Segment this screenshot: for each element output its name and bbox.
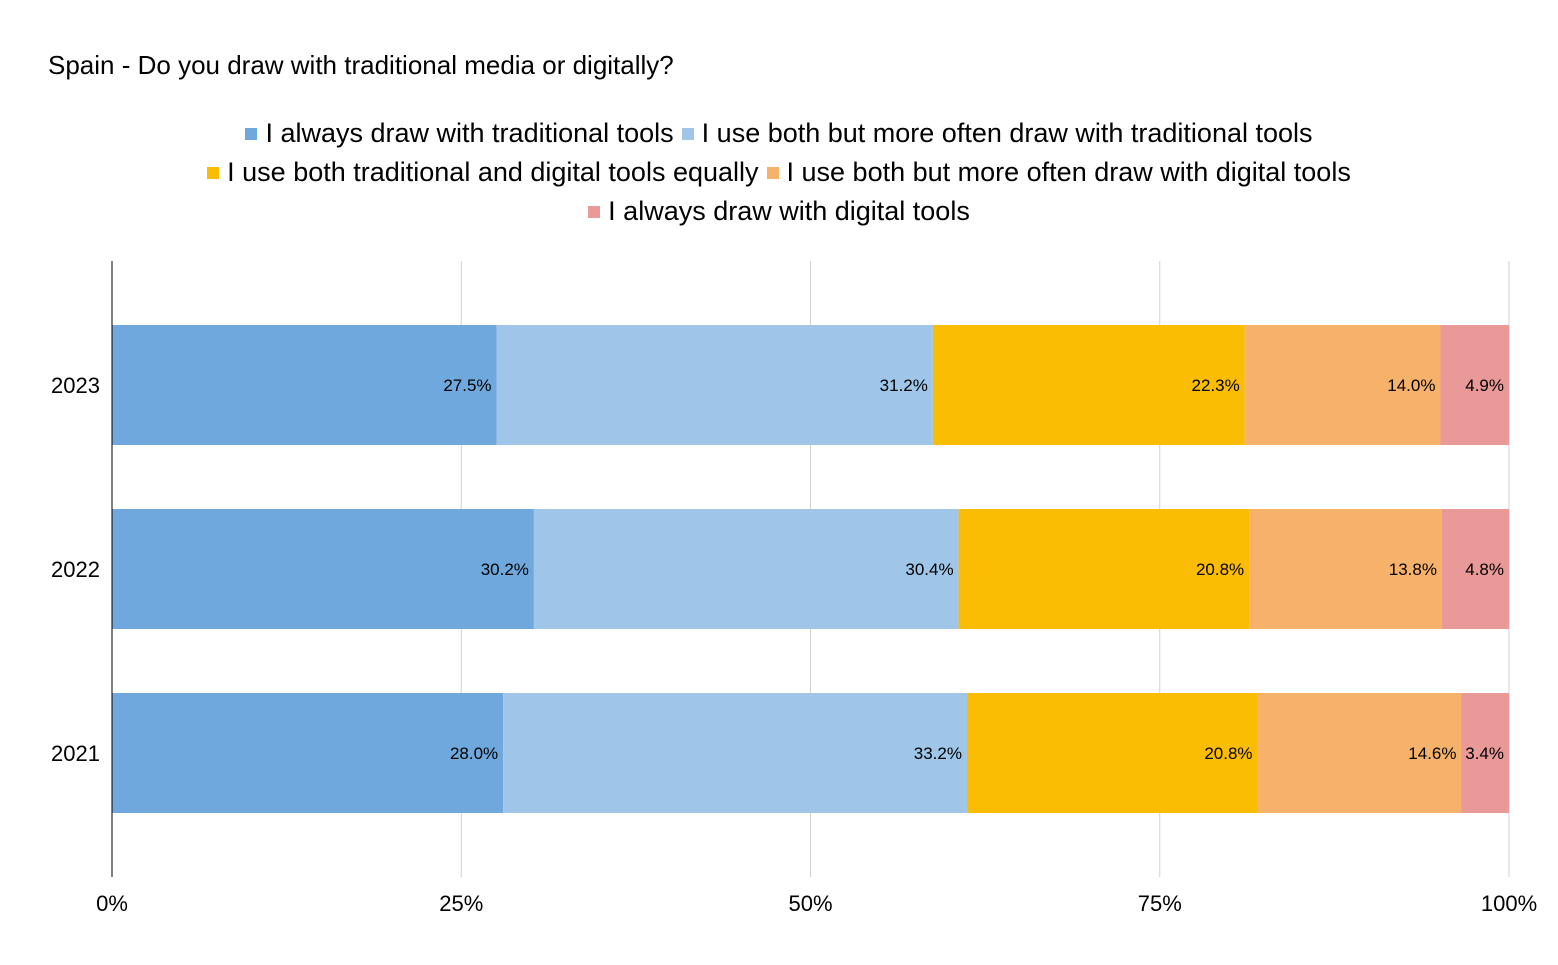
bar-segment: [1440, 325, 1509, 445]
legend-swatch: [681, 127, 694, 140]
bar-segment: [1441, 509, 1509, 629]
legend-item-more-traditional: I use both but more often draw with trad…: [681, 118, 1313, 149]
legend-label: I always draw with traditional tools: [265, 118, 674, 148]
legend-row-1: I always draw with traditional tools I u…: [0, 114, 1558, 153]
bar-segment: [112, 325, 497, 445]
data-label: 31.2%: [880, 376, 928, 395]
data-label: 33.2%: [914, 744, 962, 763]
legend-item-always-digital: I always draw with digital tools: [588, 196, 970, 227]
legend-row-3: I always draw with digital tools: [0, 192, 1558, 231]
bar-segment: [932, 325, 1245, 445]
data-label: 14.6%: [1408, 744, 1456, 763]
y-tick-label: 2023: [51, 373, 100, 398]
chart-legend: I always draw with traditional tools I u…: [0, 114, 1558, 231]
data-label: 30.4%: [905, 560, 953, 579]
bar-segment: [966, 693, 1258, 813]
bar-segment: [496, 325, 933, 445]
legend-item-more-digital: I use both but more often draw with digi…: [766, 157, 1351, 188]
bar-segment: [958, 509, 1250, 629]
data-label: 14.0%: [1387, 376, 1435, 395]
legend-row-2: I use both traditional and digital tools…: [0, 153, 1558, 192]
bar-segment: [112, 509, 534, 629]
x-tick-label: 75%: [1138, 891, 1182, 916]
x-tick-label: 25%: [439, 891, 483, 916]
legend-label: I use both but more often draw with trad…: [701, 118, 1313, 148]
legend-swatch: [207, 166, 220, 179]
data-label: 30.2%: [481, 560, 529, 579]
bar-segment: [1244, 325, 1441, 445]
bar-segment: [1249, 509, 1442, 629]
data-label: 13.8%: [1389, 560, 1437, 579]
bar-segment: [1461, 693, 1509, 813]
y-tick-label: 2021: [51, 741, 100, 766]
data-label: 20.8%: [1196, 560, 1244, 579]
legend-label: I use both but more often draw with digi…: [786, 157, 1351, 187]
legend-swatch: [588, 205, 601, 218]
data-label: 22.3%: [1191, 376, 1239, 395]
bar-segment: [503, 693, 967, 813]
data-label: 3.4%: [1465, 744, 1504, 763]
legend-label: I always draw with digital tools: [608, 196, 970, 226]
bar-segment: [533, 509, 959, 629]
legend-swatch: [245, 127, 258, 140]
bar-segment: [1257, 693, 1462, 813]
data-label: 4.9%: [1465, 376, 1504, 395]
x-tick-label: 100%: [1481, 891, 1537, 916]
x-tick-label: 0%: [96, 891, 128, 916]
chart-title: Spain - Do you draw with traditional med…: [48, 50, 674, 80]
y-tick-label: 2022: [51, 557, 100, 582]
legend-item-equally: I use both traditional and digital tools…: [207, 157, 759, 188]
data-label: 28.0%: [450, 744, 498, 763]
legend-label: I use both traditional and digital tools…: [227, 157, 759, 187]
data-label: 20.8%: [1204, 744, 1252, 763]
data-label: 4.8%: [1465, 560, 1504, 579]
x-tick-label: 50%: [788, 891, 832, 916]
legend-item-always-traditional: I always draw with traditional tools: [245, 118, 674, 149]
data-label: 27.5%: [443, 376, 491, 395]
legend-swatch: [766, 166, 779, 179]
bar-segment: [112, 693, 504, 813]
